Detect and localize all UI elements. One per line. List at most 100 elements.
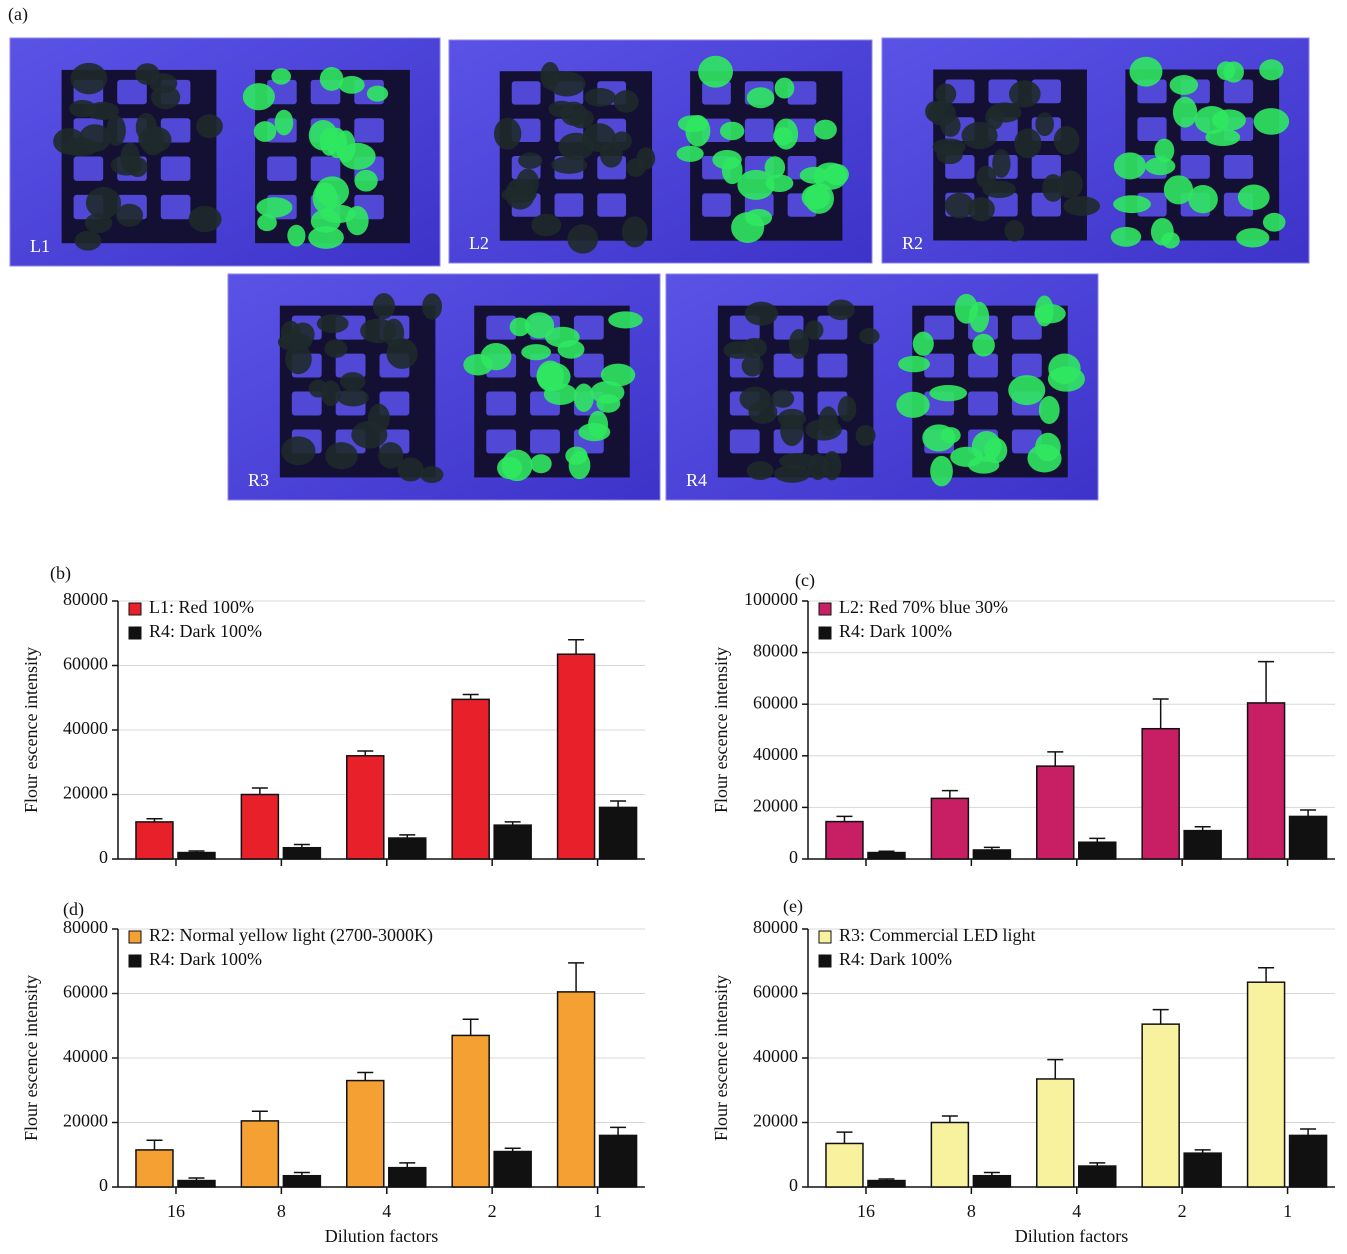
bar xyxy=(1078,841,1117,860)
leaf xyxy=(804,183,834,214)
legend-swatch xyxy=(818,626,832,640)
y-tick-label: 80000 xyxy=(753,917,798,937)
leaf xyxy=(110,155,143,176)
leaf xyxy=(1237,184,1270,211)
leaf xyxy=(480,342,512,371)
y-tick-label: 0 xyxy=(789,1175,798,1195)
legend-swatch xyxy=(128,954,142,968)
bar xyxy=(930,1121,970,1188)
leaf xyxy=(950,446,984,467)
leaf xyxy=(340,372,366,391)
leaf xyxy=(744,301,778,326)
bar xyxy=(556,991,596,1188)
leaf xyxy=(521,344,552,361)
leaf xyxy=(530,454,552,474)
photo: L2 xyxy=(448,39,873,264)
leaf xyxy=(827,299,855,321)
y-tick-label: 20000 xyxy=(753,1111,798,1131)
leaf xyxy=(1004,219,1025,242)
x-axis-label: Dilution factors xyxy=(325,1226,438,1246)
tray-cell xyxy=(744,118,774,142)
photo-label: R2 xyxy=(902,233,923,253)
leaf xyxy=(285,343,312,375)
leaf xyxy=(771,389,795,408)
leaf xyxy=(524,312,555,339)
leaf xyxy=(351,421,388,449)
leaf xyxy=(116,203,144,227)
leaf xyxy=(992,149,1011,178)
tray-cell xyxy=(1011,315,1042,340)
bar xyxy=(1036,1078,1075,1188)
leaf xyxy=(1169,75,1199,95)
leaf xyxy=(325,442,358,470)
leaf xyxy=(676,145,704,162)
tray-cell xyxy=(968,391,998,416)
bar xyxy=(1288,1134,1328,1188)
tray-cell xyxy=(702,193,731,217)
leaf xyxy=(1014,128,1042,159)
y-axis-label: Flour escence intensity xyxy=(21,975,41,1141)
leaf xyxy=(188,205,222,233)
leaf xyxy=(287,224,306,247)
leaf xyxy=(1253,108,1290,135)
leaf xyxy=(1259,59,1284,81)
y-tick-label: 80000 xyxy=(63,589,108,609)
y-tick-label: 20000 xyxy=(63,783,108,803)
bar xyxy=(346,1079,385,1188)
leaf xyxy=(940,114,961,137)
leaf xyxy=(53,128,85,155)
leaf xyxy=(493,117,522,150)
y-tick-label: 100000 xyxy=(744,589,798,609)
leaf xyxy=(1038,395,1060,425)
tray-cell xyxy=(817,315,848,340)
legend-label: L2: Red 70% blue 30% xyxy=(839,597,1008,617)
bar xyxy=(598,1134,638,1188)
leaf xyxy=(739,386,772,412)
y-tick-label: 20000 xyxy=(753,796,798,816)
bar xyxy=(930,797,970,860)
bar xyxy=(972,1174,1012,1188)
legend-swatch xyxy=(128,930,142,944)
leaf xyxy=(626,158,646,177)
y-tick-label: 0 xyxy=(99,1175,108,1195)
leaf xyxy=(972,333,995,357)
photo: R2 xyxy=(881,37,1310,264)
panel-label: (c) xyxy=(795,570,815,591)
tray-cell xyxy=(1137,117,1167,141)
y-tick-label: 40000 xyxy=(63,718,108,738)
leaf xyxy=(1053,125,1080,155)
bar xyxy=(1078,1165,1117,1188)
leaf xyxy=(372,293,395,320)
bar xyxy=(1288,815,1328,860)
leaf xyxy=(712,149,742,170)
leaf xyxy=(976,165,997,189)
leaf xyxy=(85,187,122,219)
leaf xyxy=(378,442,404,469)
tray-cell xyxy=(597,193,627,217)
chart: (e) Flour escence intensity 0 20000 40000 600… xyxy=(711,896,1335,1246)
y-tick-label: 40000 xyxy=(753,1046,798,1066)
y-tick-label: 20000 xyxy=(63,1111,108,1131)
leaf xyxy=(337,388,369,407)
leaf xyxy=(354,169,378,192)
leaf xyxy=(1161,232,1180,249)
x-tick-label: 16 xyxy=(167,1201,185,1221)
bar xyxy=(867,851,906,860)
tray-cell xyxy=(573,353,604,378)
y-axis-label: Flour escence intensity xyxy=(711,975,731,1141)
leaf xyxy=(584,87,616,107)
leaf xyxy=(822,451,842,481)
leaf xyxy=(1008,375,1046,406)
panel-label: (e) xyxy=(783,896,803,917)
legend-label: R4: Dark 100% xyxy=(149,949,262,969)
leaf xyxy=(316,314,349,334)
leaf xyxy=(984,437,1008,464)
bar xyxy=(825,1142,864,1188)
tray-cell xyxy=(1223,155,1254,179)
leaf xyxy=(961,122,998,150)
leaf xyxy=(339,142,376,170)
leaf xyxy=(509,317,530,337)
bar xyxy=(177,1179,216,1188)
legend-swatch xyxy=(818,930,832,944)
